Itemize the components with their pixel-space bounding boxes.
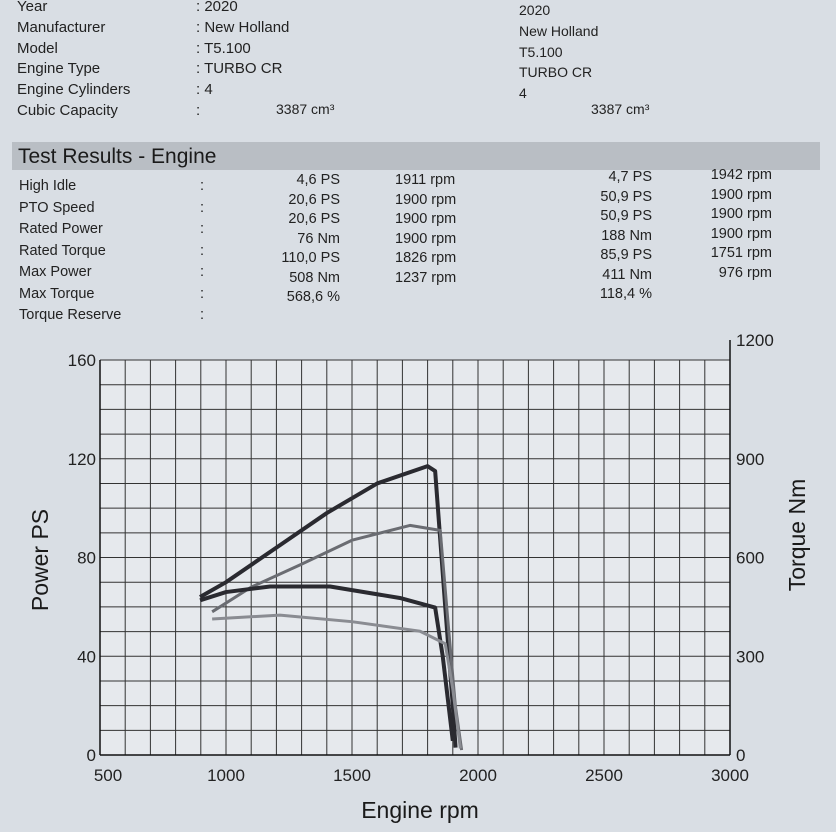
result-cell: 508 Nm — [289, 269, 340, 286]
spec-value: 4 — [519, 85, 527, 102]
x-tick-label: 3000 — [711, 766, 749, 785]
result-cell: 1900 rpm — [395, 211, 457, 227]
result-cell: PTO Speed — [19, 199, 95, 216]
result-values-a: 4,6 PS 20,6 PS 20,6 PS 76 Nm 110,0 PS 508 Nm 5… — [240, 171, 340, 308]
x-axis-label: Engine rpm — [361, 797, 479, 823]
result-cell: 1900 rpm — [395, 191, 457, 208]
result-cell: High Idle — [19, 178, 77, 194]
result-cell: 20,6 PS — [288, 211, 340, 227]
section-title: Test Results - Engine — [18, 145, 217, 168]
y-tick-label: 0 — [87, 746, 96, 765]
y-axis-label: Power PS — [27, 509, 53, 611]
x-tick-label: 1000 — [207, 766, 245, 785]
spec-value: : T5.100 — [196, 39, 251, 57]
result-cell: Max Torque — [19, 285, 95, 302]
result-cell: : — [200, 221, 205, 237]
spec-label: Engine Type — [17, 60, 101, 78]
result-cell: : — [200, 285, 205, 302]
capacity-2: 3387 cm³ — [591, 101, 650, 117]
y-tick-label: 80 — [77, 549, 96, 568]
spec-value: : TURBO CR — [196, 60, 283, 78]
y2-tick-label: 900 — [736, 450, 764, 469]
spec-value: : 2020 — [196, 0, 238, 15]
y2-axis-label: Torque Nm — [784, 479, 810, 591]
spec-value: : 4 — [196, 81, 213, 99]
result-cell: 411 Nm — [602, 266, 652, 283]
result-cell: 1900 rpm — [710, 206, 772, 222]
result-values-b: 4,7 PS 50,9 PS 50,9 PS 188 Nm 85,9 PS 411 Nm 1… — [552, 168, 652, 305]
series-line-1 — [211, 523, 464, 751]
y2-tick-label: 0 — [736, 746, 745, 765]
result-colons: ::::::: — [200, 176, 204, 327]
result-cell: 85,9 PS — [600, 247, 652, 263]
result-cell: : — [200, 178, 205, 194]
spec-labels: Year Manufacturer Model Engine Type Engi… — [17, 0, 130, 122]
result-rpm-b: 1942 rpm 1900 rpm 1900 rpm 1900 rpm 1751 rpm… — [672, 166, 772, 283]
series-line-2 — [199, 584, 455, 742]
result-cell: 50,9 PS — [600, 188, 652, 205]
result-cell: 20,6 PS — [288, 191, 340, 208]
spec-value: : New Holland — [196, 18, 290, 36]
spec-value: New Holland — [519, 22, 599, 39]
result-cell: : — [200, 242, 205, 259]
x-tick-label: 1500 — [333, 766, 371, 785]
result-cell: 1911 rpm — [395, 172, 456, 188]
result-cell: : — [200, 199, 205, 216]
result-cell: 976 rpm — [718, 264, 772, 281]
x-tick-label: 500 — [94, 766, 122, 785]
result-cell: 50,9 PS — [600, 208, 652, 224]
y-tick-label: 160 — [68, 351, 96, 370]
result-cell: 568,6 % — [286, 289, 340, 305]
result-cell: : — [200, 264, 205, 280]
series-line-3 — [212, 613, 462, 749]
spec-values-2: 2020 New Holland T5.100 TURBO CR 4 — [519, 0, 598, 104]
result-rpm-a: 1911 rpm 1900 rpm 1900 rpm 1900 rpm 1826 rpm… — [395, 171, 456, 288]
spec-label: Manufacturer — [17, 18, 106, 36]
result-cell: 4,7 PS — [608, 169, 652, 185]
y-tick-label: 40 — [77, 647, 96, 666]
y2-tick-label: 300 — [736, 647, 764, 666]
spec-label: Year — [17, 0, 48, 15]
result-cell: Max Power — [19, 264, 92, 280]
result-labels: High Idle PTO Speed Rated Power Rated Torqu… — [19, 176, 121, 327]
result-cell: 1826 rpm — [395, 250, 457, 266]
result-cell: 1751 rpm — [710, 245, 772, 261]
x-tick-label: 2500 — [585, 766, 623, 785]
spec-label: Model — [17, 39, 58, 57]
spec-label: Engine Cylinders — [17, 81, 131, 99]
result-cell: 4,6 PS — [296, 172, 340, 188]
spec-value: TURBO CR — [519, 64, 593, 81]
spec-value: T5.100 — [519, 43, 563, 60]
y2-tick-label: 600 — [736, 549, 764, 568]
result-cell: 1900 rpm — [395, 230, 457, 247]
spec-value: 2020 — [519, 2, 551, 18]
result-cell: 118,4 % — [599, 286, 652, 302]
result-cell: 1942 rpm — [710, 167, 772, 183]
result-cell: : — [200, 307, 205, 323]
spec-value: : — [196, 101, 201, 119]
result-cell: Rated Power — [19, 221, 103, 237]
result-cell: 1900 rpm — [710, 225, 772, 242]
capacity-1: 3387 cm³ — [276, 101, 335, 117]
result-cell: 76 Nm — [297, 230, 340, 247]
result-cell: 1237 rpm — [395, 269, 457, 286]
result-cell: Torque Reserve — [19, 307, 122, 323]
result-cell: 110,0 PS — [281, 250, 340, 266]
spec-values-1: : 2020 : New Holland : T5.100 : TURBO CR… — [196, 0, 289, 122]
y-tick-label: 120 — [68, 450, 96, 469]
section-header: Test Results - Engine — [12, 142, 820, 170]
result-cell: 1900 rpm — [710, 186, 772, 203]
result-cell: Rated Torque — [19, 242, 106, 259]
series-line-0 — [199, 464, 458, 748]
result-cell: 188 Nm — [601, 227, 652, 244]
y2-tick-label: 1200 — [736, 331, 774, 350]
x-tick-label: 2000 — [459, 766, 497, 785]
spec-label: Cubic Capacity — [17, 101, 118, 119]
